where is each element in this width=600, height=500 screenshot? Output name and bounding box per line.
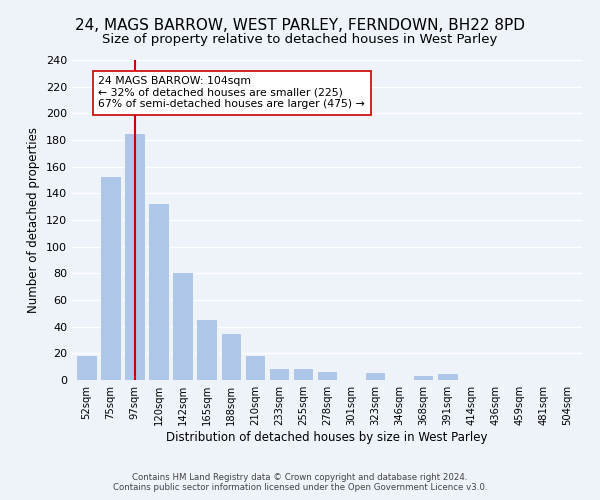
Bar: [76, 354, 97, 380]
Bar: [365, 372, 385, 380]
Bar: [100, 176, 121, 380]
Y-axis label: Number of detached properties: Number of detached properties: [28, 127, 40, 313]
Bar: [172, 272, 193, 380]
Bar: [317, 370, 337, 380]
Bar: [269, 368, 289, 380]
Bar: [293, 368, 313, 380]
Bar: [437, 374, 458, 380]
Bar: [124, 134, 145, 380]
Bar: [557, 378, 578, 380]
Text: Size of property relative to detached houses in West Parley: Size of property relative to detached ho…: [103, 32, 497, 46]
Bar: [221, 334, 241, 380]
Bar: [245, 354, 265, 380]
Bar: [148, 202, 169, 380]
Bar: [413, 374, 433, 380]
Bar: [196, 318, 217, 380]
Text: 24, MAGS BARROW, WEST PARLEY, FERNDOWN, BH22 8PD: 24, MAGS BARROW, WEST PARLEY, FERNDOWN, …: [75, 18, 525, 32]
Text: Contains HM Land Registry data © Crown copyright and database right 2024.
Contai: Contains HM Land Registry data © Crown c…: [113, 473, 487, 492]
Text: 24 MAGS BARROW: 104sqm
← 32% of detached houses are smaller (225)
67% of semi-de: 24 MAGS BARROW: 104sqm ← 32% of detached…: [98, 76, 365, 109]
X-axis label: Distribution of detached houses by size in West Parley: Distribution of detached houses by size …: [166, 431, 488, 444]
